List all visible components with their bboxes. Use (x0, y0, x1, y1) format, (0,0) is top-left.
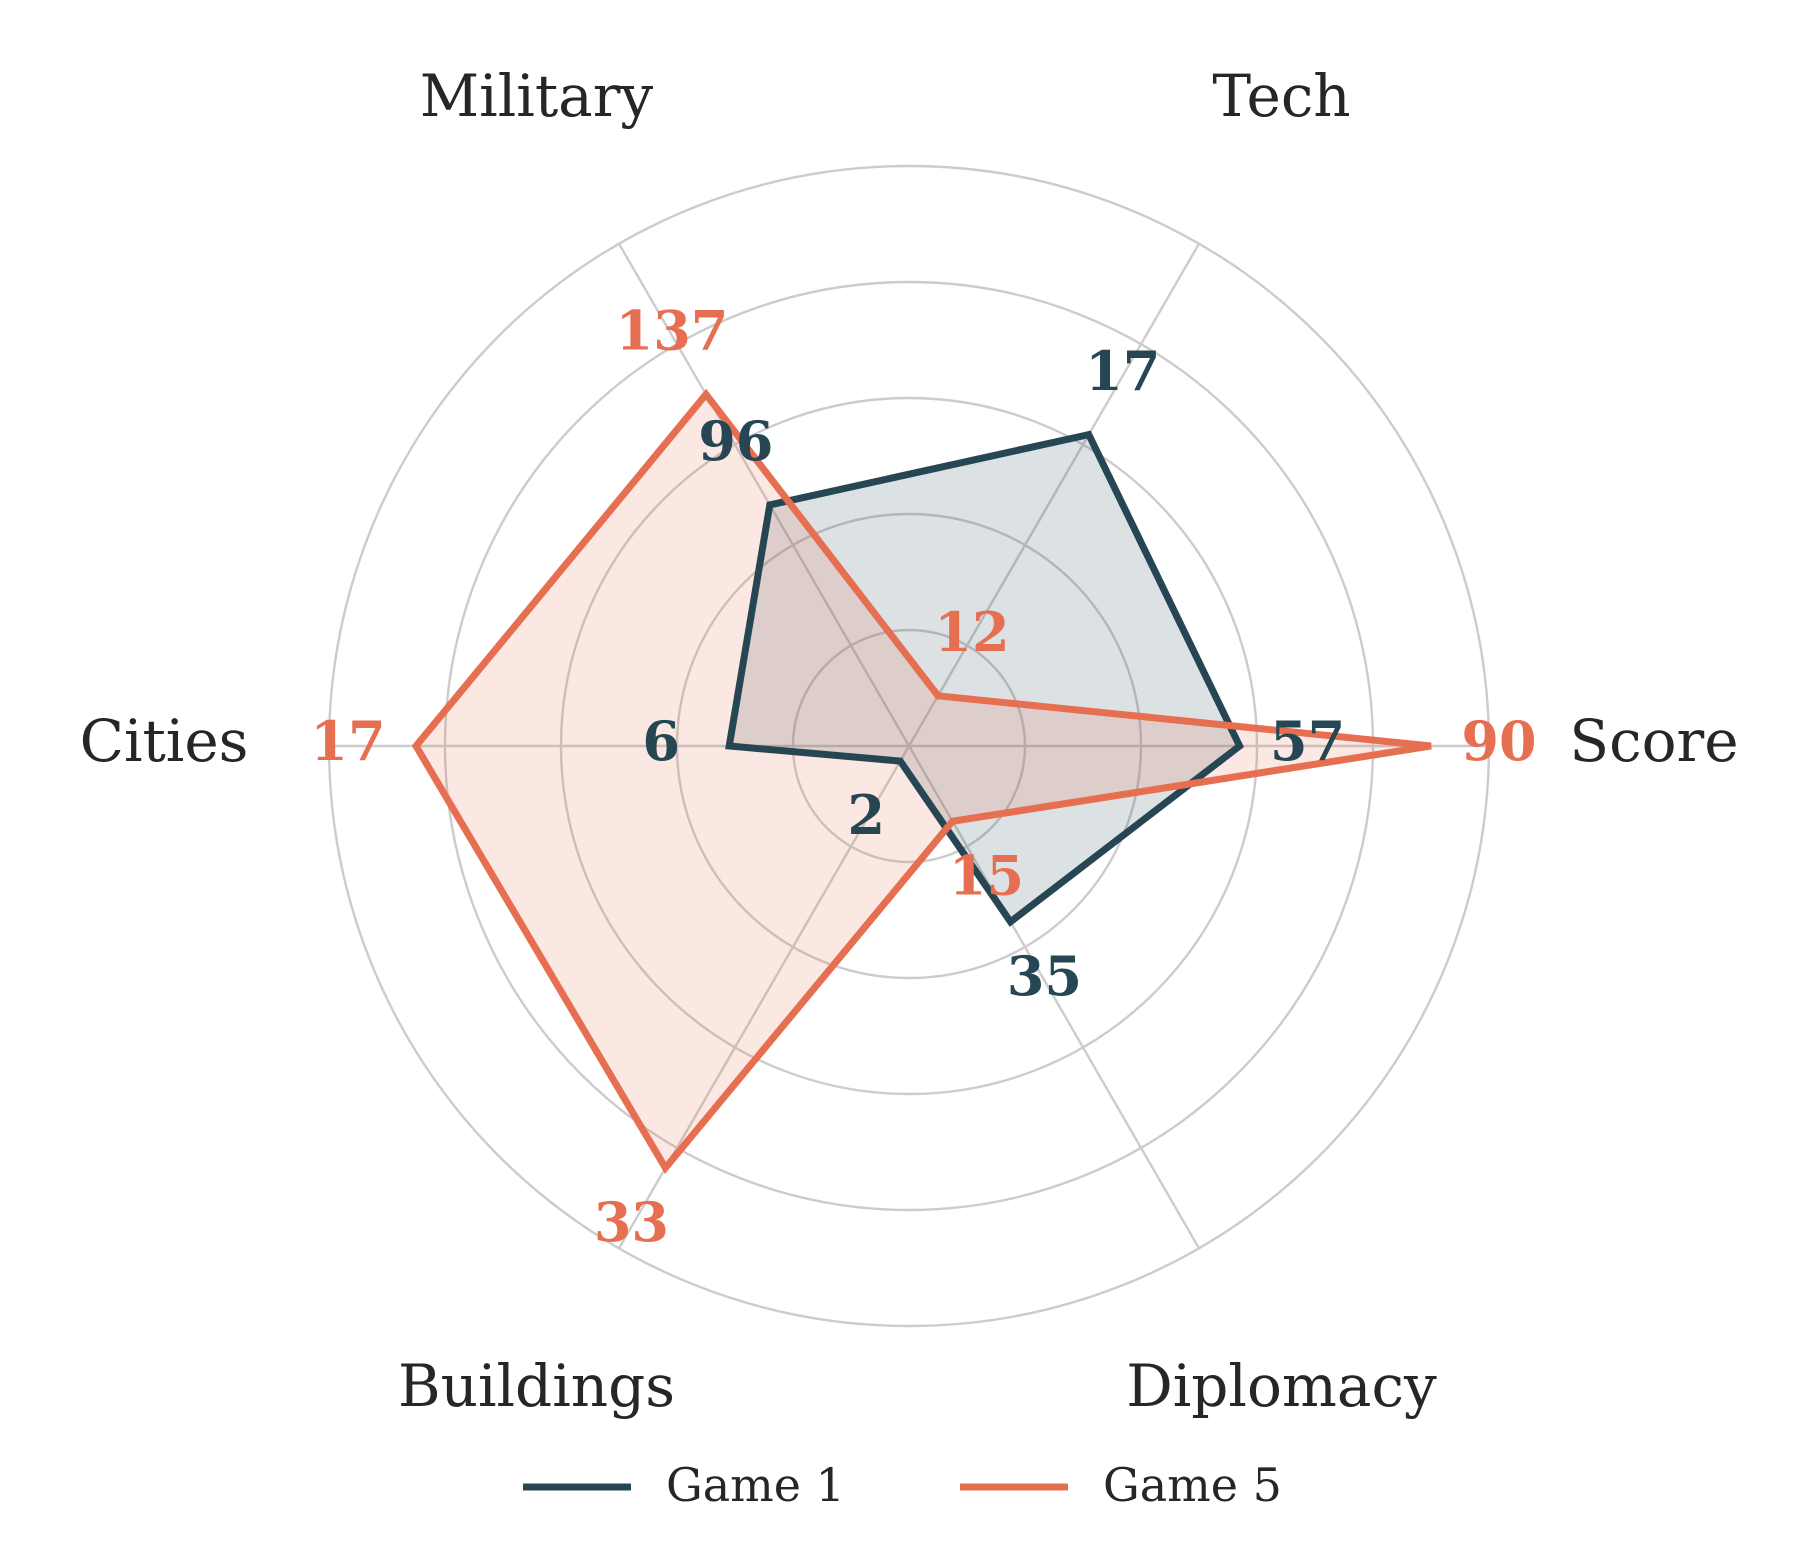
series-lines (411, 388, 1432, 1174)
legend-label-1: Game 1 (666, 1458, 845, 1512)
series-fill-2 (416, 394, 1431, 1168)
value-label-1-cities: 6 (642, 709, 680, 773)
axis-label-score: Score (1569, 707, 1738, 775)
series-line-1 (725, 430, 1244, 927)
series-fill-1 (729, 434, 1240, 922)
series-fills (416, 394, 1431, 1168)
axis-label-tech: Tech (1212, 62, 1350, 130)
value-label-2-military: 137 (616, 299, 729, 363)
radar-grid (327, 164, 1491, 1328)
value-label-1-tech: 17 (1085, 339, 1160, 403)
legend-label-2: Game 5 (1103, 1458, 1282, 1512)
value-label-2-diplomacy: 15 (949, 843, 1024, 907)
legend: Game 1 Game 5 (523, 1458, 1282, 1512)
axis-label-cities: Cities (80, 707, 249, 775)
value-label-1-diplomacy: 35 (1007, 944, 1082, 1008)
value-label-2-cities: 17 (310, 709, 385, 773)
grid-spoke (907, 243, 1201, 747)
value-label-1-buildings: 2 (848, 783, 886, 847)
axis-labels: Score Tech Military Cities Buildings Diplomac… (80, 62, 1739, 1420)
value-label-2-score: 90 (1461, 709, 1536, 773)
axis-label-military: Military (420, 62, 654, 130)
axis-label-diplomacy: Diplomacy (1126, 1352, 1437, 1420)
grid-spoke (907, 745, 1201, 1249)
value-label-2-tech: 12 (934, 600, 1009, 664)
value-label-1-military: 96 (698, 409, 773, 473)
value-label-1-score: 57 (1270, 709, 1345, 773)
axis-label-buildings: Buildings (398, 1352, 675, 1420)
grid-spoke (617, 243, 911, 747)
value-labels: 57 17 96 6 2 35 90 12 137 17 33 15 (310, 299, 1536, 1254)
value-label-2-buildings: 33 (594, 1190, 669, 1254)
series-line-2 (411, 388, 1432, 1174)
